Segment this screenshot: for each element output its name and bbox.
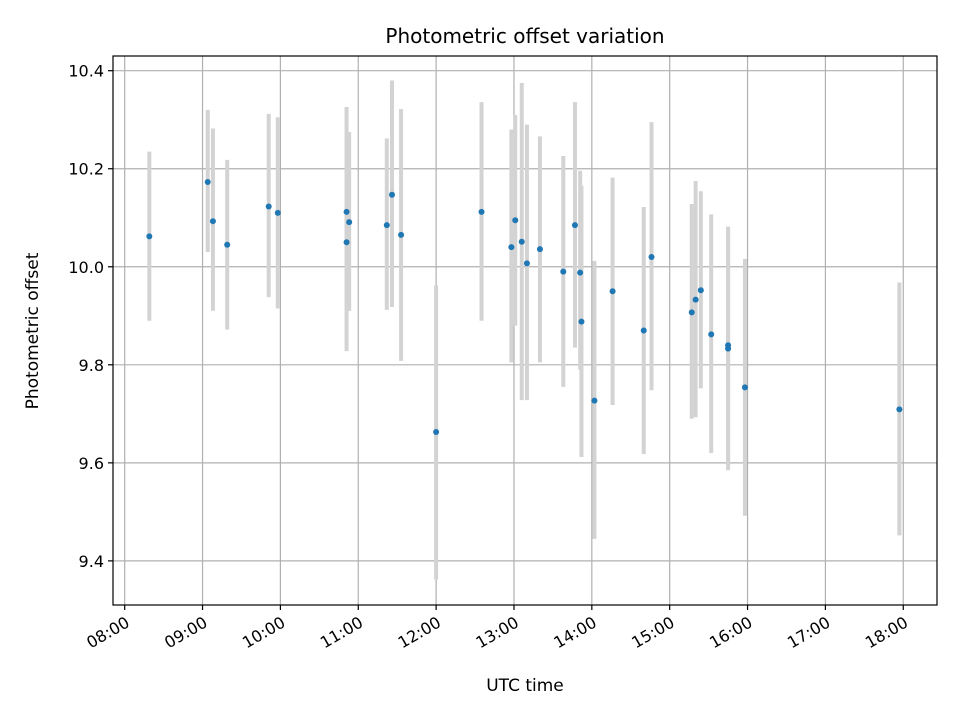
- data-point: [896, 406, 903, 413]
- x-axis-title: UTC time: [486, 676, 564, 696]
- data-point: [274, 209, 281, 216]
- data-point: [146, 233, 153, 240]
- data-point: [692, 296, 699, 303]
- data-point: [725, 345, 732, 352]
- data-point: [741, 384, 748, 391]
- data-point: [697, 287, 704, 294]
- data-point: [508, 244, 515, 251]
- data-points: [146, 178, 903, 435]
- data-point: [398, 231, 405, 238]
- y-tick-label: 9.6: [79, 454, 104, 473]
- data-point: [708, 331, 715, 338]
- data-point: [346, 219, 353, 226]
- data-point: [578, 318, 585, 325]
- data-point: [343, 208, 350, 215]
- data-point: [640, 327, 647, 334]
- y-tick-label: 10.2: [68, 160, 104, 179]
- data-point: [523, 260, 530, 267]
- data-point: [478, 208, 485, 215]
- data-point: [560, 268, 567, 275]
- data-point: [433, 428, 440, 435]
- data-point: [518, 238, 525, 245]
- y-tick-label: 9.8: [79, 356, 104, 375]
- data-point: [265, 203, 272, 210]
- data-point: [209, 218, 216, 225]
- y-tick-label: 10.0: [68, 258, 104, 277]
- y-axis-title: Photometric offset: [23, 252, 43, 409]
- y-tick-label: 10.4: [68, 62, 104, 81]
- data-point: [204, 178, 211, 185]
- data-point: [343, 239, 350, 246]
- plot-frame: [112, 55, 938, 606]
- data-point: [512, 217, 519, 224]
- data-point: [571, 222, 578, 229]
- data-point: [591, 397, 598, 404]
- y-tick-label: 9.4: [79, 552, 104, 571]
- data-point: [388, 191, 395, 198]
- data-point: [224, 241, 231, 248]
- data-point: [536, 246, 543, 253]
- data-point: [648, 253, 655, 260]
- data-point: [609, 288, 616, 295]
- data-point: [383, 222, 390, 229]
- data-point: [688, 309, 695, 316]
- chart-title: Photometric offset variation: [385, 24, 664, 48]
- y-axis: 9.4 9.6 9.8 10.0 10.2 10.4: [68, 62, 113, 571]
- data-point: [577, 269, 584, 276]
